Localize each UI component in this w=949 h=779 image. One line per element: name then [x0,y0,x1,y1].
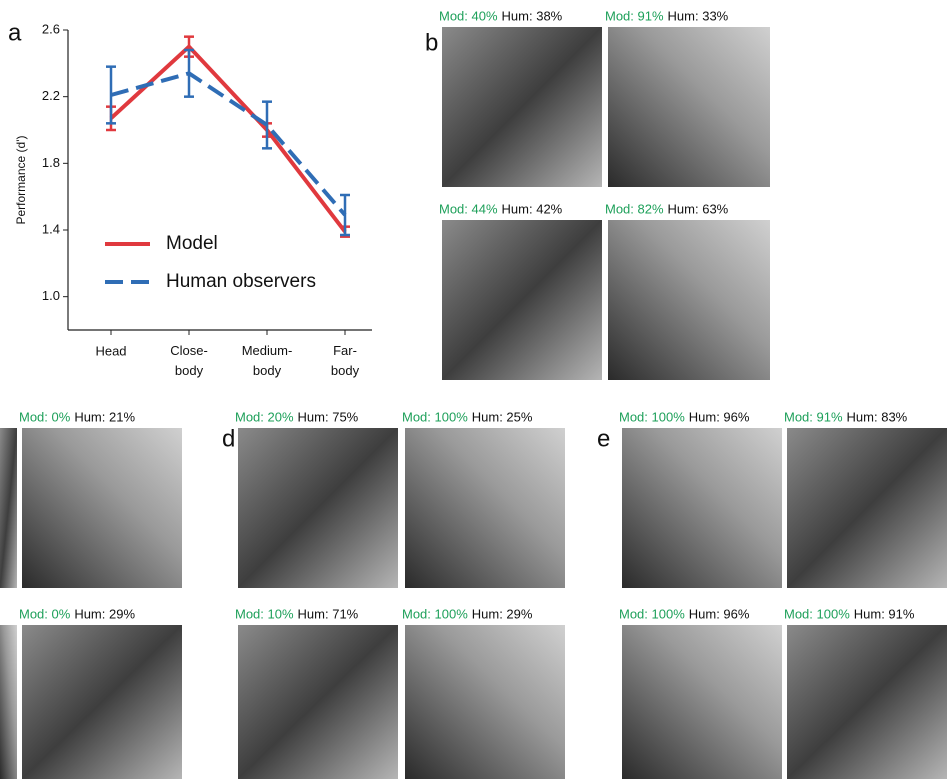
model-accuracy: Mod: 40% [439,8,498,23]
photo [405,625,565,779]
photo [608,27,770,187]
y-tick-label: 2.2 [42,88,60,103]
series-line [110,71,347,217]
model-accuracy: Mod: 10% [235,606,294,621]
photo [622,625,782,779]
human-accuracy: Hum: 29% [472,606,533,621]
model-accuracy: Mod: 44% [439,201,498,216]
human-accuracy: Hum: 96% [689,409,750,424]
photo [622,428,782,588]
y-axis-label: Performance (d') [14,136,28,225]
partial-image [0,428,17,588]
model-accuracy: Mod: 100% [402,409,468,424]
photo [442,220,602,380]
panel-letter: a [8,19,22,46]
error-bar [262,100,272,150]
panel-letter: b [425,29,438,56]
human-accuracy: Hum: 75% [298,409,359,424]
x-tick-label: Far-body [331,343,360,378]
panel-letter: d [222,425,235,452]
model-accuracy: Mod: 82% [605,201,664,216]
human-accuracy: Hum: 33% [668,8,729,23]
x-tick-label: Close-body [170,343,208,378]
human-accuracy: Hum: 83% [847,409,908,424]
model-accuracy: Mod: 0% [19,606,71,621]
human-accuracy: Hum: 91% [854,606,915,621]
y-tick-label: 1.4 [42,221,60,236]
legend-label: Human observers [166,271,316,292]
photo [442,27,602,187]
photo [238,428,398,588]
model-accuracy: Mod: 100% [619,606,685,621]
y-tick-label: 1.8 [42,155,60,170]
model-accuracy: Mod: 100% [402,606,468,621]
model-accuracy: Mod: 91% [605,8,664,23]
human-accuracy: Hum: 38% [502,8,563,23]
photo [22,625,182,779]
human-accuracy: Hum: 96% [689,606,750,621]
x-tick-label: Head [95,343,126,358]
legend-label: Model [166,233,218,254]
photo [787,625,947,779]
photo [608,220,770,380]
human-accuracy: Hum: 63% [668,201,729,216]
panel-letter: e [597,425,610,452]
human-accuracy: Hum: 29% [74,606,135,621]
model-accuracy: Mod: 0% [19,409,71,424]
x-tick-label: Medium-body [242,343,293,378]
photo [405,428,565,588]
human-accuracy: Hum: 42% [502,201,563,216]
model-accuracy: Mod: 91% [784,409,843,424]
y-tick-label: 2.6 [42,21,60,36]
model-accuracy: Mod: 100% [619,409,685,424]
human-accuracy: Hum: 71% [298,606,359,621]
human-accuracy: Hum: 25% [472,409,533,424]
model-accuracy: Mod: 100% [784,606,850,621]
error-bar [184,48,194,98]
photo [238,625,398,779]
photo [787,428,947,588]
error-bar [106,65,116,125]
human-accuracy: Hum: 21% [74,409,135,424]
partial-image [0,625,17,779]
y-tick-label: 1.0 [42,288,60,303]
photo [22,428,182,588]
model-accuracy: Mod: 20% [235,409,294,424]
series-line [109,43,347,233]
error-bar [340,193,350,237]
